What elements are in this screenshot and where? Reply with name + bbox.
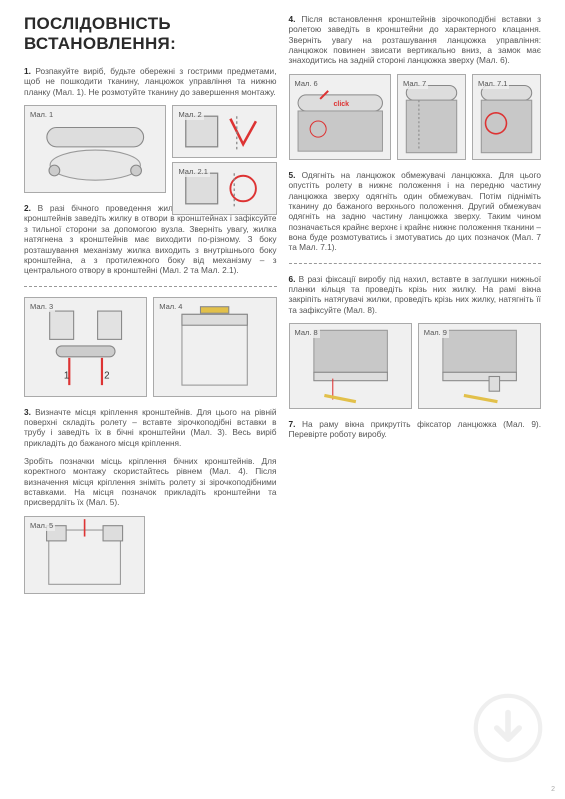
page-title: ПОСЛІДОВНІСТЬ ВСТАНОВЛЕННЯ: [24, 14, 277, 54]
figure-3: Мал. 3 1 2 [24, 297, 147, 397]
figrow-3-4: Мал. 3 1 2 Мал. 4 [24, 297, 277, 397]
step-1-text: Розпакуйте виріб, будьте обережні з гост… [24, 66, 277, 97]
step-3-text-a: Визначте місця кріплення кронштейнів. Дл… [24, 407, 277, 448]
step-6: 6. В разі фіксації виробу під нахил, вст… [289, 274, 542, 315]
svg-text:1: 1 [64, 370, 69, 381]
figure-6-label: Мал. 6 [293, 78, 320, 89]
figure-1: Мал. 1 [24, 105, 166, 193]
step-2-num: 2. [24, 203, 31, 213]
watermark-icon [473, 693, 543, 763]
figure-8: Мал. 8 [289, 323, 412, 409]
figrow-6-7: Мал. 6 click Мал. 7 Мал. 7.1 [289, 74, 542, 160]
left-column: ПОСЛІДОВНІСТЬ ВСТАНОВЛЕННЯ: 1. Розпакуйт… [18, 14, 283, 789]
figure-5: Мал. 5 [24, 516, 145, 594]
figure-3-label: Мал. 3 [28, 301, 55, 312]
step-7-num: 7. [289, 419, 296, 429]
step-6-text: В разі фіксації виробу під нахил, вставт… [289, 274, 542, 315]
figure-2-1-label: Мал. 2.1 [176, 166, 209, 177]
right-column: 4. Після встановлення кронштейнів зірочк… [283, 14, 548, 789]
step-3a: 3. Визначте місця кріплення кронштейнів.… [24, 407, 277, 448]
figure-9-label: Мал. 9 [422, 327, 449, 338]
figrow-8-9: Мал. 8 Мал. 9 [289, 323, 542, 409]
step-4-text: Після встановлення кронштейнів зірочкопо… [289, 14, 542, 65]
divider-left [24, 286, 277, 287]
step-5-text: Одягніть на ланцюжок обмежувачі ланцюжка… [289, 170, 542, 253]
figure-4-label: Мал. 4 [157, 301, 184, 312]
step-3-num: 3. [24, 407, 31, 417]
figure-6: Мал. 6 click [289, 74, 392, 160]
step-3-text-b: Зробіть позначки місць кріплення бічних … [24, 456, 277, 507]
step-6-num: 6. [289, 274, 296, 284]
figure-7: Мал. 7 [397, 74, 466, 160]
figure-8-label: Мал. 8 [293, 327, 320, 338]
step-7-text: На раму вікна прикрутіть фіксатор ланцюж… [289, 419, 542, 439]
figrow-5: Мал. 5 [24, 516, 277, 594]
svg-text:2: 2 [104, 370, 109, 381]
page-number: 2 [551, 786, 555, 793]
click-label: click [334, 101, 350, 108]
figure-5-label: Мал. 5 [28, 520, 55, 531]
figure-1-label: Мал. 1 [28, 109, 55, 120]
step-4: 4. Після встановлення кронштейнів зірочк… [289, 14, 542, 66]
step-5: 5. Одягніть на ланцюжок обмежувачі ланцю… [289, 170, 542, 253]
step-5-num: 5. [289, 170, 296, 180]
figure-4: Мал. 4 [153, 297, 276, 397]
figure-2-label: Мал. 2 [176, 109, 203, 120]
figure-7-label: Мал. 7 [401, 78, 428, 89]
figrow-1-2: Мал. 1 Мал. 2 Ма [24, 105, 277, 193]
figure-2-1: Мал. 2.1 [172, 162, 276, 215]
step-4-num: 4. [289, 14, 296, 24]
step-7: 7. На раму вікна прикрутіть фіксатор лан… [289, 419, 542, 440]
step-3b: Зробіть позначки місць кріплення бічних … [24, 456, 277, 508]
step-1: 1. Розпакуйте виріб, будьте обережні з г… [24, 66, 277, 97]
figure-9: Мал. 9 [418, 323, 541, 409]
figure-7-1: Мал. 7.1 [472, 74, 541, 160]
figure-7-1-label: Мал. 7.1 [476, 78, 509, 89]
figure-2: Мал. 2 [172, 105, 276, 158]
divider-right [289, 263, 542, 264]
step-1-num: 1. [24, 66, 31, 76]
